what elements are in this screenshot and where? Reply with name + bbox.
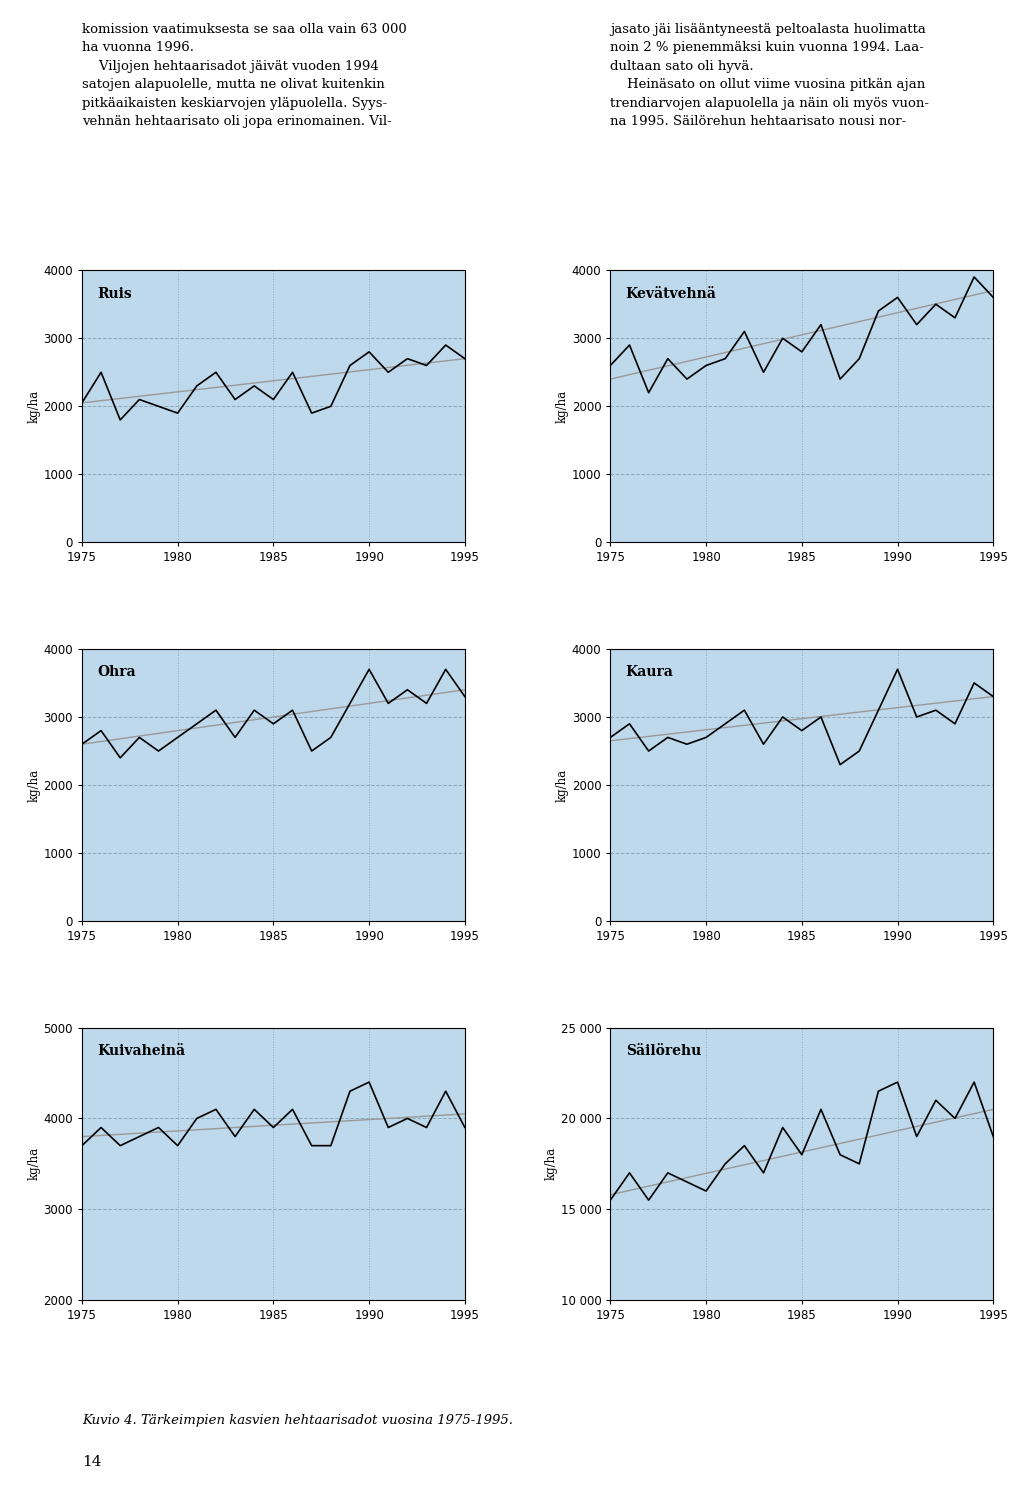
Text: Ruis: Ruis bbox=[97, 287, 132, 300]
Y-axis label: kg/ha: kg/ha bbox=[28, 389, 41, 424]
Y-axis label: kg/ha: kg/ha bbox=[556, 769, 569, 802]
Y-axis label: kg/ha: kg/ha bbox=[28, 1148, 41, 1181]
Text: Ohra: Ohra bbox=[97, 665, 136, 679]
Text: komission vaatimuksesta se saa olla vain 63 000
ha vuonna 1996.
    Viljojen heh: komission vaatimuksesta se saa olla vain… bbox=[82, 23, 407, 128]
Y-axis label: kg/ha: kg/ha bbox=[28, 769, 41, 802]
Text: Säilörehu: Säilörehu bbox=[626, 1044, 700, 1057]
Text: jasato jäi lisääntyneestä peltoalasta huolimatta
noin 2 % pienemmäksi kuin vuonn: jasato jäi lisääntyneestä peltoalasta hu… bbox=[610, 23, 930, 128]
Text: Kuvio 4. Tärkeimpien kasvien hehtaarisadot vuosina 1975-1995.: Kuvio 4. Tärkeimpien kasvien hehtaarisad… bbox=[82, 1415, 513, 1427]
Text: Kaura: Kaura bbox=[626, 665, 674, 679]
Text: 14: 14 bbox=[82, 1454, 101, 1469]
Y-axis label: kg/ha: kg/ha bbox=[545, 1148, 558, 1181]
Text: Kevätvehnä: Kevätvehnä bbox=[626, 287, 717, 300]
Y-axis label: kg/ha: kg/ha bbox=[556, 389, 569, 424]
Text: Kuivaheinä: Kuivaheinä bbox=[97, 1044, 185, 1057]
